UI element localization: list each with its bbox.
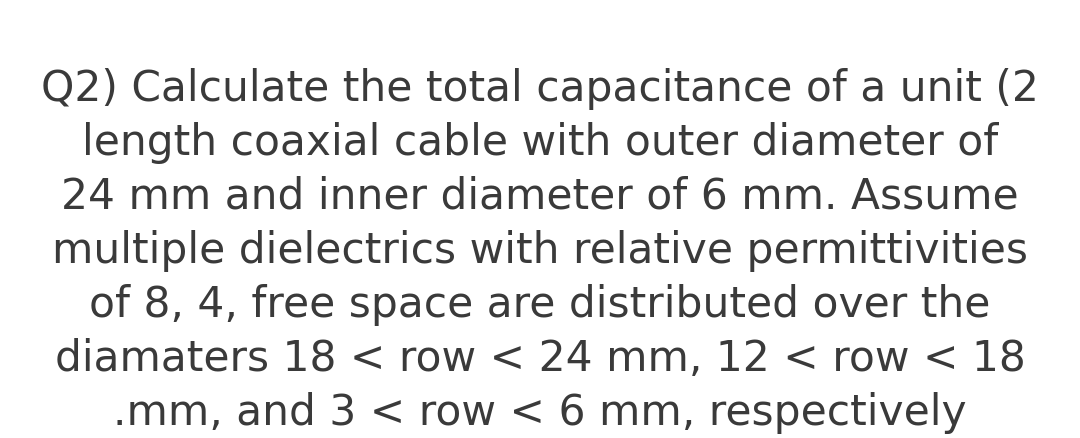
- Text: of 8, 4, free space are distributed over the: of 8, 4, free space are distributed over…: [90, 283, 990, 325]
- Text: Q2) Calculate the total capacitance of a unit (2: Q2) Calculate the total capacitance of a…: [41, 68, 1039, 110]
- Text: .mm, and 3 < row < 6 mm, respectively: .mm, and 3 < row < 6 mm, respectively: [113, 391, 967, 433]
- Text: multiple dielectrics with relative permittivities: multiple dielectrics with relative permi…: [52, 230, 1028, 272]
- Text: diamaters 18 < row < 24 mm, 12 < row < 18: diamaters 18 < row < 24 mm, 12 < row < 1…: [55, 337, 1025, 379]
- Text: 24 mm and inner diameter of 6 mm. Assume: 24 mm and inner diameter of 6 mm. Assume: [62, 176, 1018, 218]
- Text: length coaxial cable with outer diameter of: length coaxial cable with outer diameter…: [82, 122, 998, 164]
